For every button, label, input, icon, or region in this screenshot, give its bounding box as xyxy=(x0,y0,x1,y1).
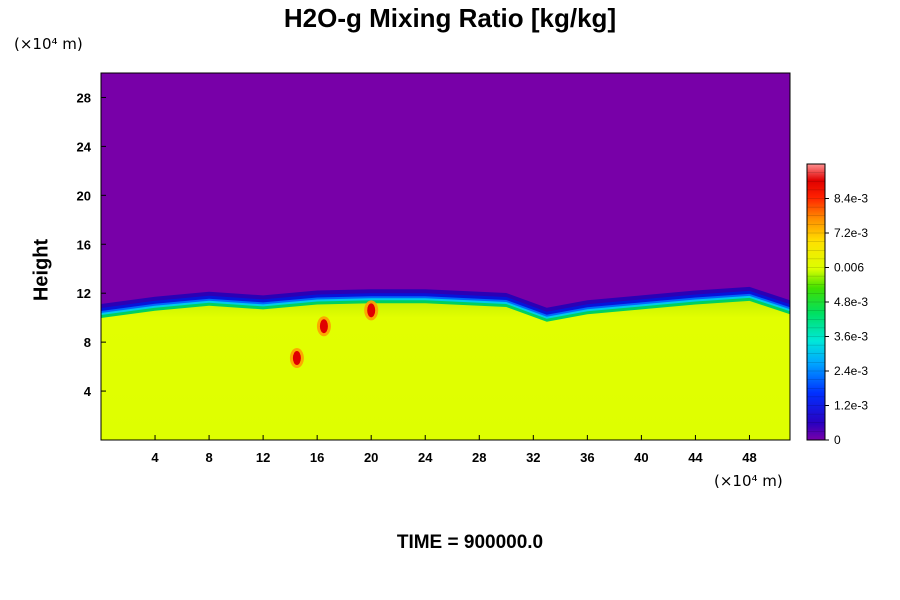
colorbar-tick-label: 0 xyxy=(834,433,841,447)
high-value-patch xyxy=(292,351,301,366)
x-tick-label: 28 xyxy=(472,450,486,465)
x-tick-label: 48 xyxy=(742,450,756,465)
plot-frame xyxy=(100,72,791,441)
chart-title: H2O-g Mixing Ratio [kg/kg] xyxy=(283,3,617,33)
lower-region xyxy=(101,300,790,440)
y-tick-label: 4 xyxy=(84,384,92,399)
x-axis-unit: (×10⁴ m) xyxy=(714,472,783,490)
x-tick-label: 20 xyxy=(364,450,378,465)
colorbar-tick-label: 3.6e-3 xyxy=(834,330,868,344)
time-annotation: TIME = 900000.0 xyxy=(396,532,544,553)
y-tick-label: 24 xyxy=(77,139,92,154)
colorbar-tick-label: 1.2e-3 xyxy=(834,399,868,413)
x-tick-label: 40 xyxy=(634,450,648,465)
colorbar-tick-label: 7.2e-3 xyxy=(834,226,868,240)
colorbar-tick-label: 4.8e-3 xyxy=(834,295,868,309)
y-tick-label: 12 xyxy=(77,286,91,301)
colorbar-tick-label: 0.006 xyxy=(834,261,864,275)
y-tick-label: 28 xyxy=(77,90,91,105)
x-tick-label: 36 xyxy=(580,450,594,465)
x-tick-label: 32 xyxy=(526,450,540,465)
high-value-patch xyxy=(319,319,328,334)
x-tick-label: 16 xyxy=(310,450,324,465)
x-tick-label: 12 xyxy=(256,450,270,465)
y-tick-label: 8 xyxy=(84,335,91,350)
colorbar-tick-label: 2.4e-3 xyxy=(834,364,868,378)
x-tick-label: 44 xyxy=(688,450,703,465)
x-tick-label: 8 xyxy=(205,450,212,465)
high-value-patch xyxy=(367,303,376,318)
colorbar-tick-label: 8.4e-3 xyxy=(834,192,868,206)
x-tick-label: 24 xyxy=(418,450,433,465)
y-axis-unit: (×10⁴ m) xyxy=(14,35,83,53)
x-tick-label: 4 xyxy=(151,450,159,465)
y-tick-label: 20 xyxy=(77,188,91,203)
y-tick-label: 16 xyxy=(77,237,91,252)
